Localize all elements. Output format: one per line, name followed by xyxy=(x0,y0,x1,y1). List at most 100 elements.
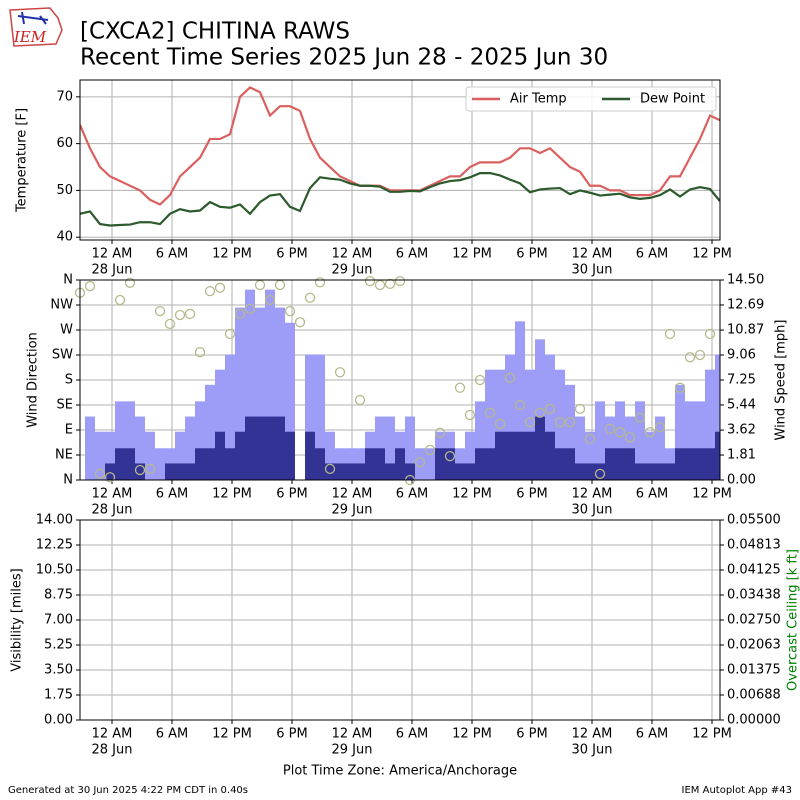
bar xyxy=(255,416,265,480)
bar xyxy=(575,416,585,480)
x-tick-label: 6 PM xyxy=(516,487,547,502)
x-tick-label: 12 AM xyxy=(572,487,613,502)
bar xyxy=(525,369,535,480)
point xyxy=(214,282,226,293)
y-tick-label: 8.75 xyxy=(44,588,73,603)
x-tick-label: 12 PM xyxy=(212,727,252,742)
point xyxy=(84,280,96,292)
bar xyxy=(685,448,695,480)
bar xyxy=(145,431,155,480)
bar xyxy=(415,448,425,480)
bar xyxy=(345,463,355,480)
y2-tick-label: 12.69 xyxy=(727,297,764,312)
bar xyxy=(155,448,165,480)
point xyxy=(304,292,316,303)
x-tick-label: 12 AM xyxy=(92,247,133,262)
bar xyxy=(565,448,575,480)
x-tick-label: 6 AM xyxy=(396,727,429,742)
bar xyxy=(705,369,715,480)
point xyxy=(544,403,556,415)
bar xyxy=(235,307,245,480)
y2-tick-label: 0.02750 xyxy=(727,613,781,628)
bar xyxy=(315,448,325,480)
y-tick-label: S xyxy=(65,373,73,388)
point xyxy=(414,457,426,468)
point xyxy=(484,407,496,418)
x-tick-label: 6 PM xyxy=(276,487,307,502)
y-tick-label: 3.50 xyxy=(44,663,73,678)
x-tick-label: 12 PM xyxy=(452,487,492,502)
bar xyxy=(705,448,715,480)
point xyxy=(634,412,646,423)
x-tick-sublabel: 29 Jun xyxy=(332,263,373,278)
bar xyxy=(235,431,245,480)
y-axis-label: Wind Direction xyxy=(26,332,41,428)
point xyxy=(274,279,286,291)
point xyxy=(584,433,596,445)
point xyxy=(424,444,436,456)
timezone-label: Plot Time Zone: America/Anchorage xyxy=(283,764,517,779)
y-tick-label: 0.00 xyxy=(44,713,73,728)
point xyxy=(574,403,586,415)
x-tick-label: 12 PM xyxy=(452,727,492,742)
bar xyxy=(655,463,665,480)
x-tick-label: 6 AM xyxy=(636,727,669,742)
point xyxy=(704,328,716,340)
point xyxy=(244,303,256,315)
point xyxy=(534,407,546,418)
y-tick-label: 60 xyxy=(56,136,73,151)
y-tick-label: SW xyxy=(52,348,73,363)
point xyxy=(654,422,666,433)
point xyxy=(234,308,246,320)
axes-frame xyxy=(79,79,721,241)
point xyxy=(444,450,456,462)
bar xyxy=(575,463,585,480)
bar xyxy=(695,448,705,480)
y-tick-label: 12.25 xyxy=(36,538,73,553)
bar xyxy=(405,463,415,480)
y-tick-label: W xyxy=(60,323,73,338)
legend-label: Air Temp xyxy=(510,92,567,107)
y2-tick-label: 0.04813 xyxy=(727,538,781,553)
point xyxy=(134,464,146,476)
bar xyxy=(285,322,295,480)
point xyxy=(604,423,616,435)
y2-axis-label: Wind Speed [mph] xyxy=(774,320,789,441)
x-tick-sublabel: 28 Jun xyxy=(92,743,133,758)
bar xyxy=(195,401,205,480)
point xyxy=(614,427,626,438)
y2-tick-label: 9.06 xyxy=(727,348,756,363)
bar xyxy=(485,369,495,480)
point xyxy=(644,427,656,438)
bar xyxy=(205,448,215,480)
bar xyxy=(465,431,475,480)
bar xyxy=(285,431,295,480)
y-tick-label: 5.25 xyxy=(44,638,73,653)
point xyxy=(204,285,216,297)
x-tick-sublabel: 28 Jun xyxy=(92,503,133,518)
x-tick-label: 6 AM xyxy=(156,727,189,742)
bar xyxy=(455,463,465,480)
x-tick-label: 12 AM xyxy=(572,247,613,262)
bar xyxy=(535,416,545,480)
point xyxy=(594,468,606,480)
bar xyxy=(585,463,595,480)
point xyxy=(394,275,406,287)
bar xyxy=(425,448,435,480)
point xyxy=(104,472,116,483)
point xyxy=(494,418,506,430)
bar xyxy=(595,401,605,480)
point xyxy=(294,317,306,328)
bar xyxy=(135,416,145,480)
point xyxy=(174,309,186,321)
point xyxy=(674,382,686,393)
x-tick-label: 6 PM xyxy=(276,247,307,262)
point xyxy=(684,352,696,363)
y-tick-label: N xyxy=(63,273,73,288)
x-tick-sublabel: 30 Jun xyxy=(572,503,613,518)
bar xyxy=(545,354,555,480)
bar xyxy=(115,401,125,480)
bar xyxy=(715,431,720,480)
x-tick-label: 6 AM xyxy=(156,247,189,262)
